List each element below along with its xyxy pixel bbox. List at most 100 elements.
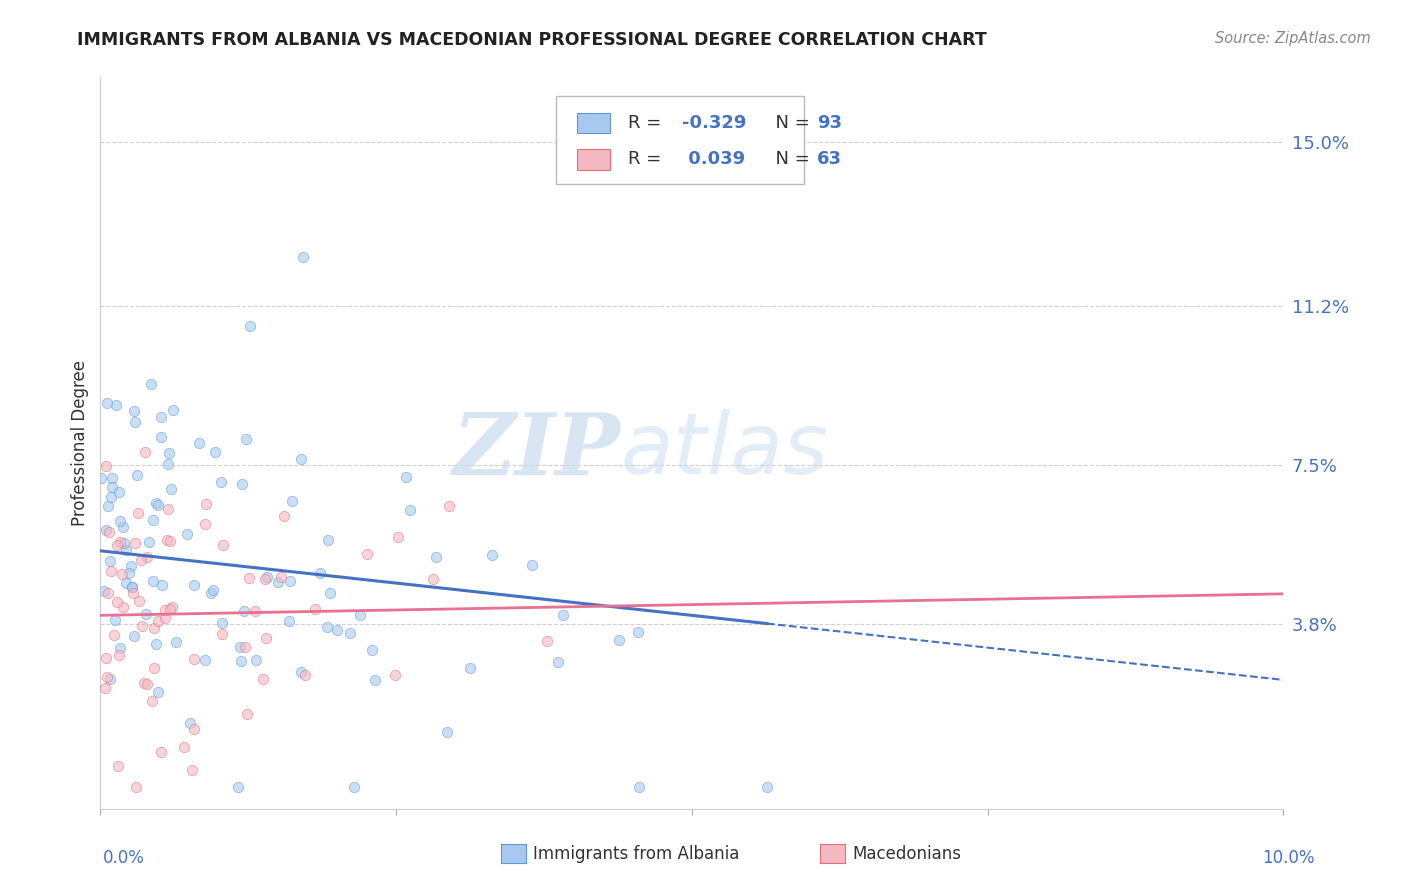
Point [108,535,131,549]
Point [422,572,444,586]
Point [138,535,160,549]
Point [146,685,169,699]
Point [97,500,120,514]
Point [319,586,342,600]
Point [360,643,382,657]
Point [607,632,630,647]
Point [128,594,150,608]
Point [110,640,132,655]
Point [149,429,172,443]
Point [253,572,276,586]
Point [105,537,128,551]
Point [100,565,122,579]
Point [156,533,179,547]
Text: N =: N = [763,114,815,132]
Point [553,607,575,622]
Point [626,624,648,639]
Text: 0.039: 0.039 [682,151,745,169]
Point [103,628,125,642]
Point [93,584,115,599]
Point [356,547,378,561]
Point [181,763,204,777]
Point [139,376,162,391]
Point [101,480,124,494]
Point [304,601,326,615]
Point [183,723,205,737]
Point [107,595,129,609]
Point [122,404,145,418]
Point [115,576,138,591]
Point [458,660,481,674]
Point [100,554,122,568]
Bar [576,112,610,133]
Point [142,513,165,527]
Point [425,550,447,565]
Point [229,654,252,668]
Point [162,402,184,417]
Point [436,725,458,739]
Point [316,620,339,634]
Text: N =: N = [763,151,815,169]
Point [239,319,262,334]
Point [194,516,217,531]
Point [112,519,135,533]
Point [97,525,120,540]
Point [100,490,122,504]
Point [150,577,173,591]
Point [243,603,266,617]
Point [108,484,131,499]
Point [96,651,118,665]
Text: -0.329: -0.329 [682,114,747,132]
FancyBboxPatch shape [555,95,804,184]
Point [96,670,118,684]
Point [118,566,141,581]
Point [155,603,177,617]
Text: ZIP: ZIP [453,409,621,492]
Point [145,636,167,650]
Point [235,432,257,446]
Point [179,715,201,730]
Point [364,673,387,687]
Point [387,530,409,544]
Point [149,409,172,424]
Point [112,536,135,550]
Point [134,445,156,459]
Y-axis label: Professional Degree: Professional Degree [72,360,89,526]
Point [142,574,165,588]
Point [108,648,131,663]
Point [290,452,312,467]
Point [146,615,169,629]
Point [384,668,406,682]
Point [155,611,177,625]
Text: Source: ZipAtlas.com: Source: ZipAtlas.com [1215,31,1371,46]
Bar [576,149,610,169]
Point [124,415,146,429]
Point [121,580,143,594]
Text: Macedonians: Macedonians [852,845,962,863]
Point [173,740,195,755]
Point [134,675,156,690]
Point [136,676,159,690]
Point [165,635,187,649]
Point [266,574,288,589]
Point [125,780,148,795]
Point [278,614,301,628]
Point [281,494,304,508]
Point [98,672,121,686]
Point [183,578,205,592]
Text: IMMIGRANTS FROM ALBANIA VS MACEDONIAN PROFESSIONAL DEGREE CORRELATION CHART: IMMIGRANTS FROM ALBANIA VS MACEDONIAN PR… [77,31,987,49]
Text: 0.0%: 0.0% [103,849,145,867]
Text: atlas: atlas [621,409,830,492]
Point [233,640,256,654]
Point [245,653,267,667]
Point [97,586,120,600]
Point [159,601,181,615]
Point [309,566,332,581]
Point [124,629,146,643]
Point [120,559,142,574]
Point [339,625,361,640]
Point [111,567,134,582]
Point [547,656,569,670]
Point [104,613,127,627]
Point [131,619,153,633]
